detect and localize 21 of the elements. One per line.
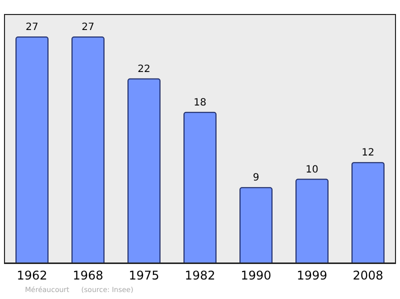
bar bbox=[240, 187, 272, 263]
x-tick-label: 1999 bbox=[296, 268, 328, 283]
bar bbox=[72, 36, 104, 263]
data-label: 12 bbox=[362, 148, 374, 159]
bar bbox=[16, 36, 48, 263]
x-tick-label: 1962 bbox=[16, 268, 48, 283]
x-tick-label: 1975 bbox=[128, 268, 160, 283]
data-label: 27 bbox=[26, 22, 38, 34]
bar bbox=[184, 112, 216, 263]
x-tick-label: 1982 bbox=[184, 268, 216, 283]
data-label: 18 bbox=[194, 97, 206, 108]
x-tick-label: 1968 bbox=[72, 268, 104, 283]
x-tick-label: 2008 bbox=[352, 268, 384, 283]
x-tick-label: 1990 bbox=[240, 268, 272, 283]
data-label: 10 bbox=[306, 164, 318, 176]
bar bbox=[296, 178, 328, 263]
data-label: 22 bbox=[138, 64, 150, 75]
data-label: 27 bbox=[82, 22, 94, 34]
bar bbox=[128, 78, 160, 263]
bar bbox=[352, 162, 384, 263]
data-label: 9 bbox=[252, 172, 260, 184]
